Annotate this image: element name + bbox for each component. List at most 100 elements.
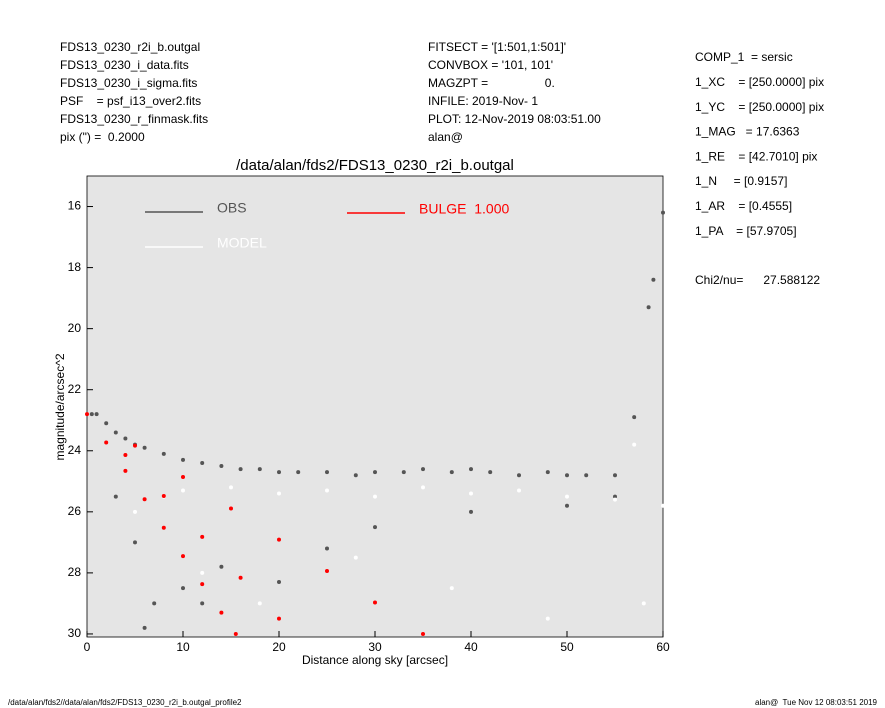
data-point <box>517 473 521 478</box>
data-point <box>152 601 157 606</box>
legend-label: MODEL <box>217 235 267 251</box>
data-point <box>449 586 454 591</box>
data-point <box>613 497 617 502</box>
header-line: FDS13_0230_i_data.fits <box>60 58 189 72</box>
x-tick-label: 60 <box>656 640 670 654</box>
data-point <box>469 509 473 514</box>
data-point <box>104 421 109 426</box>
data-point <box>200 460 205 465</box>
legend-label: OBS <box>217 200 247 216</box>
data-point <box>353 555 358 560</box>
data-point <box>181 475 185 480</box>
data-point <box>632 442 637 447</box>
header-line: CONVBOX = '101, 101' <box>428 58 553 72</box>
y-tick-label: 24 <box>68 443 82 457</box>
data-point <box>277 491 281 496</box>
data-point <box>233 631 238 636</box>
data-point <box>142 497 147 502</box>
data-point <box>123 436 128 441</box>
data-point <box>113 430 118 435</box>
data-point <box>161 493 166 498</box>
data-point <box>257 601 262 606</box>
x-tick-label: 10 <box>176 640 190 654</box>
data-point <box>200 601 205 606</box>
header-line: FDS13_0230_i_sigma.fits <box>60 76 197 90</box>
header-line: 1_YC = [250.0000] pix <box>695 100 824 114</box>
data-point <box>113 494 118 499</box>
data-point <box>123 453 128 458</box>
data-point <box>517 488 521 493</box>
header-line: FITSECT = '[1:501,1:501]' <box>428 40 566 54</box>
header-line: FDS13_0230_r_finmask.fits <box>60 112 208 126</box>
data-point <box>565 494 569 499</box>
data-point <box>296 470 301 475</box>
x-tick-label: 20 <box>272 640 286 654</box>
data-point <box>277 470 281 475</box>
footer-right: alan@ Tue Nov 12 08:03:51 2019 <box>755 698 878 707</box>
data-point <box>200 570 205 575</box>
data-point <box>469 467 473 472</box>
header-line: 1_AR = [0.4555] <box>695 199 792 213</box>
y-tick-label: 22 <box>68 382 82 396</box>
x-tick-label: 50 <box>560 640 574 654</box>
data-point <box>632 415 637 420</box>
data-point <box>545 616 550 621</box>
data-point <box>646 305 651 310</box>
header-line: 1_RE = [42.7010] pix <box>695 149 817 163</box>
y-tick-label: 18 <box>68 260 82 274</box>
data-point <box>373 494 377 499</box>
header-line: pix (") = 0.2000 <box>60 130 145 144</box>
data-point <box>238 467 243 472</box>
data-point <box>133 509 137 514</box>
data-point <box>181 554 185 559</box>
y-tick-label: 30 <box>68 626 82 640</box>
data-point <box>565 473 569 478</box>
header-line: INFILE: 2019-Nov- 1 <box>428 94 538 108</box>
data-point <box>449 470 454 475</box>
data-point <box>133 540 137 545</box>
data-point <box>373 525 377 530</box>
data-point <box>133 443 137 448</box>
data-point <box>238 575 243 580</box>
data-point <box>277 580 281 585</box>
data-point <box>181 457 185 462</box>
data-point <box>161 451 166 456</box>
data-point <box>229 506 233 511</box>
data-point <box>181 488 185 493</box>
y-tick-label: 20 <box>68 321 82 335</box>
data-point <box>488 470 493 475</box>
data-point <box>661 210 665 215</box>
data-point <box>421 485 425 490</box>
data-point <box>421 467 425 472</box>
data-point <box>325 569 329 574</box>
data-point <box>325 546 329 551</box>
data-point <box>104 440 109 445</box>
header-line: 1_MAG = 17.6363 <box>695 125 800 139</box>
plot-area <box>86 175 664 638</box>
data-point <box>325 488 329 493</box>
x-axis-label: Distance along sky [arcsec] <box>302 653 448 667</box>
data-point <box>142 625 147 630</box>
data-point <box>469 491 473 496</box>
data-point <box>353 473 358 478</box>
data-point <box>257 467 262 472</box>
x-tick-label: 40 <box>464 640 478 654</box>
header-line: 1_PA = [57.9705] <box>695 224 797 238</box>
data-point <box>219 610 224 615</box>
legend-label: BULGE 1.000 <box>419 201 509 217</box>
header-line: PLOT: 12-Nov-2019 08:03:51.00 <box>428 112 601 126</box>
header-line: FDS13_0230_r2i_b.outgal <box>60 40 200 54</box>
data-point <box>373 600 377 605</box>
data-point <box>277 537 281 542</box>
header-line: PSF = psf_i13_over2.fits <box>60 94 201 108</box>
data-point <box>181 586 185 591</box>
chi2: Chi2/nu= 27.588122 <box>695 273 820 287</box>
data-point <box>613 494 617 499</box>
chart-title: /data/alan/fds2/FDS13_0230_r2i_b.outgal <box>236 157 514 174</box>
data-point <box>545 470 550 475</box>
data-point <box>123 468 128 473</box>
data-point <box>161 525 166 530</box>
header-line: MAGZPT = 0. <box>428 76 555 90</box>
x-tick-label: 0 <box>84 640 91 654</box>
data-point <box>89 412 94 417</box>
